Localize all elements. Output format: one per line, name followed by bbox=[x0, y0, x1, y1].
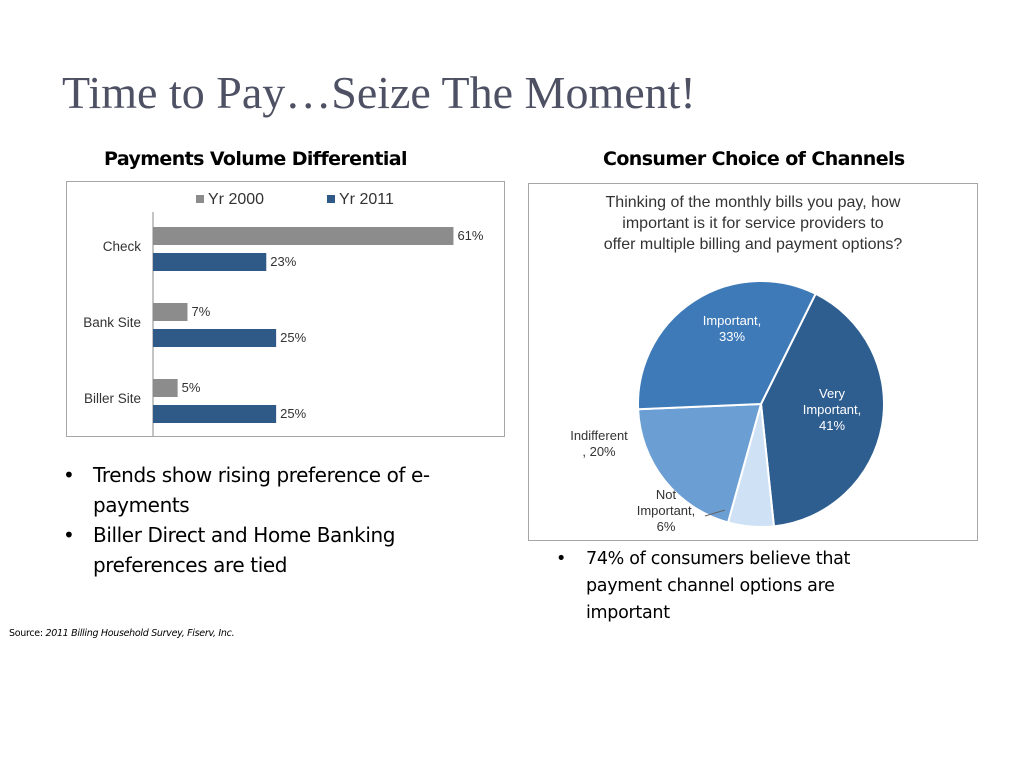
data-label: 23% bbox=[270, 254, 296, 269]
category-label: Bank Site bbox=[83, 315, 141, 330]
legend-swatch bbox=[196, 195, 204, 203]
legend-label: Yr 2000 bbox=[208, 191, 264, 208]
pie-chart-heading: Consumer Choice of Channels bbox=[603, 148, 905, 170]
pie-slice bbox=[637, 402, 763, 524]
pie-slice bbox=[759, 292, 885, 528]
slide-title: Time to Pay…Seize The Moment! bbox=[62, 67, 696, 118]
pie-slice-label: 41% bbox=[819, 418, 845, 433]
data-label: 5% bbox=[182, 380, 201, 395]
pie-chart: Thinking of the monthly bills you pay, h… bbox=[570, 194, 903, 534]
pie-slice-label: Indifferent bbox=[570, 428, 628, 443]
source-note: Source: 2011 Billing Household Survey, F… bbox=[9, 628, 235, 639]
pie-title-line: important is it for service providers to bbox=[622, 215, 884, 232]
pie-slice-label: Important, bbox=[803, 402, 862, 417]
pie-slice-label: Important, bbox=[703, 313, 762, 328]
pie-slice-label: 6% bbox=[657, 519, 676, 534]
left-bullet-list: Trends show rising preference of e-payme… bbox=[63, 460, 473, 580]
bullet-item: Trends show rising preference of e-payme… bbox=[63, 460, 473, 520]
legend-label: Yr 2011 bbox=[339, 191, 394, 208]
category-label: Check bbox=[103, 239, 142, 254]
right-bullet-list: 74% of consumers believe that payment ch… bbox=[556, 546, 906, 627]
pie-title-line: Thinking of the monthly bills you pay, h… bbox=[606, 194, 901, 211]
bar-chart-frame: Yr 2000 Yr 2011 61% 23% Check 7% 25% Bank Site 5… bbox=[66, 181, 505, 437]
data-label: 25% bbox=[280, 330, 306, 345]
pie-chart-frame: Thinking of the monthly bills you pay, h… bbox=[528, 183, 978, 541]
bullet-item: Biller Direct and Home Banking preferenc… bbox=[63, 520, 473, 580]
source-text: 2011 Billing Household Survey, Fiserv, I… bbox=[45, 628, 235, 639]
data-label: 25% bbox=[280, 406, 306, 421]
bar bbox=[153, 253, 267, 271]
bar-chart-heading: Payments Volume Differential bbox=[104, 148, 408, 170]
bar bbox=[153, 405, 277, 423]
leader-line bbox=[704, 509, 726, 517]
bar bbox=[153, 303, 188, 321]
data-label: 61% bbox=[457, 228, 483, 243]
pie-slice bbox=[637, 280, 817, 411]
bullet-item: 74% of consumers believe that payment ch… bbox=[556, 546, 906, 627]
bar bbox=[153, 329, 277, 347]
bar bbox=[153, 227, 454, 245]
bar-chart: Yr 2000 Yr 2011 61% 23% Check 7% 25% Bank Site 5… bbox=[83, 191, 484, 436]
legend-swatch bbox=[327, 195, 335, 203]
pie-slice-label: Not bbox=[656, 487, 677, 502]
category-label: Biller Site bbox=[84, 391, 141, 406]
pie-slice-label: , 20% bbox=[582, 444, 616, 459]
pie-title-line: offer multiple billing and payment optio… bbox=[604, 236, 903, 253]
pie-slice-label: Important, bbox=[637, 503, 696, 518]
bar bbox=[153, 379, 178, 397]
data-label: 7% bbox=[191, 304, 210, 319]
source-prefix: Source: bbox=[9, 628, 46, 639]
pie-slice-label: Very bbox=[819, 386, 846, 401]
pie-slice-label: 33% bbox=[719, 329, 745, 344]
